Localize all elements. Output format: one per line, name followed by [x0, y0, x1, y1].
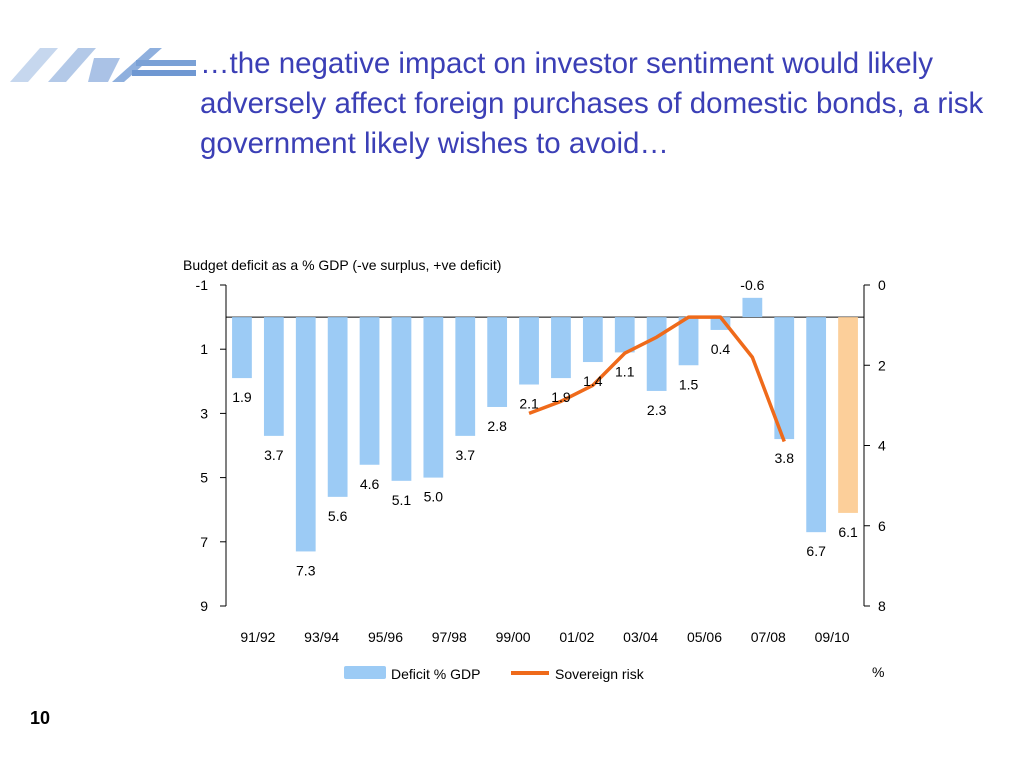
- bar-data-label: 3.8: [775, 450, 795, 466]
- deficit-bar: [263, 317, 284, 436]
- data-labels: 1.9 3.7 7.3 5.6 4.6 5.1 5.0 3.7 2.8 2.1 1.9 1.4 1.1 2…: [232, 277, 858, 579]
- x-axis-tick-label: 05/06: [687, 629, 722, 645]
- x-axis-tick-label: 95/96: [368, 629, 403, 645]
- legend-label-risk: Sovereign risk: [555, 666, 645, 682]
- bar-data-label: 6.1: [838, 524, 858, 540]
- left-axis-tick-label: 7: [200, 534, 208, 550]
- deficit-bar: [806, 317, 827, 533]
- left-axis-tick-label: 1: [200, 341, 208, 357]
- x-axis-tick-label: 93/94: [304, 629, 339, 645]
- bar-data-label: 2.1: [519, 396, 539, 412]
- bar-data-label: 1.1: [615, 363, 635, 379]
- bar-data-label: 4.6: [360, 476, 380, 492]
- bar-data-label: 1.9: [551, 389, 571, 405]
- deficit-bar: [774, 317, 795, 440]
- bar-data-label: 5.0: [424, 489, 444, 505]
- bar-data-label: -0.6: [740, 277, 764, 293]
- bar-series: [232, 297, 858, 552]
- logo-mark: [10, 48, 196, 82]
- x-axis-tick-label: 07/08: [751, 629, 786, 645]
- right-axis-tick-label: 8: [878, 598, 886, 614]
- deficit-bar: [582, 317, 603, 363]
- deficit-bar: [614, 317, 635, 353]
- x-axis-tick-label: 91/92: [240, 629, 275, 645]
- left-axis-tick-label: 3: [200, 405, 208, 421]
- legend-swatch-deficit: [344, 666, 386, 679]
- right-axis-tick-label: 6: [878, 518, 886, 534]
- slide-title: …the negative impact on investor sentime…: [200, 47, 984, 160]
- x-axis-tick-label: 97/98: [432, 629, 467, 645]
- deficit-bar: [678, 317, 699, 366]
- bar-data-label: 1.5: [679, 376, 699, 392]
- x-axis-tick-label: 03/04: [623, 629, 658, 645]
- deficit-bar: [742, 297, 763, 318]
- chart-legend: Deficit % GDP Sovereign risk: [344, 666, 645, 682]
- deficit-bar: [391, 317, 412, 481]
- bar-data-label: 5.6: [328, 508, 348, 524]
- chart-title: Budget deficit as a % GDP (-ve surplus, …: [183, 257, 501, 273]
- sovereign-risk-line: [528, 315, 786, 443]
- deficit-bar: [423, 317, 444, 478]
- deficit-bar: [551, 317, 571, 379]
- bar-data-label: 0.4: [711, 341, 731, 357]
- deficit-bar: [838, 317, 858, 513]
- deficit-bar: [359, 317, 380, 465]
- deficit-bar: [710, 317, 731, 330]
- deficit-bar: [295, 317, 316, 552]
- left-axis-tick-label: 5: [200, 470, 208, 486]
- deficit-bar: [519, 317, 539, 385]
- chart-axes: -1 1 3 5 7 9 0 2 4 6 8 91/92 93/94 95/96 97/98 99/00 01/…: [196, 277, 886, 645]
- left-axis-tick-label: -1: [196, 277, 209, 293]
- deficit-bar: [646, 317, 667, 391]
- bar-data-label: 7.3: [296, 562, 316, 578]
- x-axis-tick-label: 99/00: [496, 629, 531, 645]
- x-axis-tick-label: 09/10: [815, 629, 850, 645]
- left-axis-tick-label: 9: [200, 598, 208, 614]
- page-number: 10: [30, 708, 51, 728]
- bar-data-label: 5.1: [392, 492, 412, 508]
- bar-data-label: 1.4: [583, 373, 603, 389]
- bar-data-label: 1.9: [232, 389, 252, 405]
- x-axis-tick-label: 01/02: [559, 629, 594, 645]
- bar-data-label: 2.3: [647, 402, 667, 418]
- bar-data-label: 3.7: [456, 447, 476, 463]
- bar-data-label: 6.7: [806, 543, 826, 559]
- right-axis-unit: %: [872, 664, 884, 680]
- line-series: [528, 315, 786, 443]
- right-axis-tick-label: 2: [878, 357, 886, 373]
- bar-data-label: 2.8: [487, 418, 507, 434]
- right-axis-tick-label: 0: [878, 277, 886, 293]
- legend-label-deficit: Deficit % GDP: [391, 666, 480, 682]
- bar-data-label: 3.7: [264, 447, 284, 463]
- logo: [10, 48, 196, 82]
- deficit-bar: [487, 317, 508, 407]
- deficit-bar: [327, 317, 348, 497]
- deficit-bar: [232, 317, 252, 379]
- right-axis-tick-label: 4: [878, 438, 886, 454]
- deficit-bar: [455, 317, 476, 436]
